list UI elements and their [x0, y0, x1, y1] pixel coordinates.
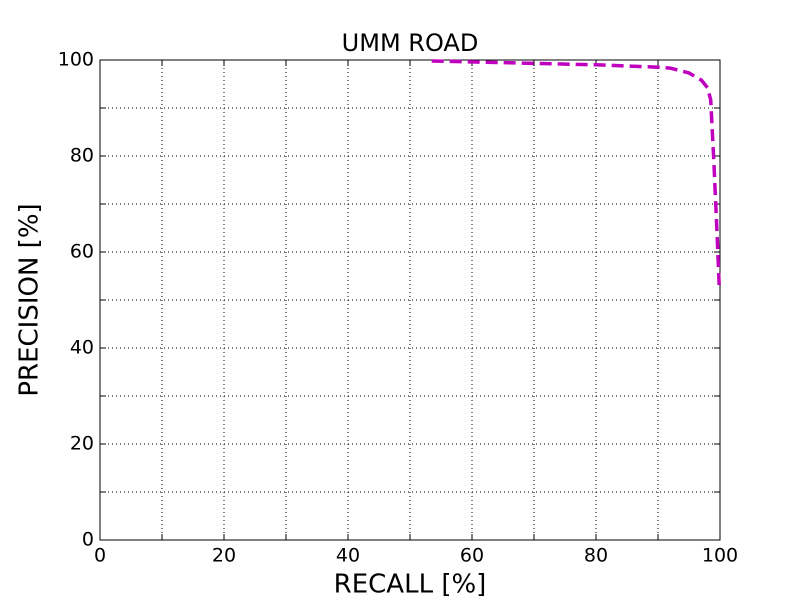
y-axis-label: PRECISION [%]: [15, 203, 45, 396]
y-tick-label: 60: [70, 241, 94, 263]
line-series: [431, 59, 722, 291]
y-tick-label: 20: [70, 433, 94, 455]
x-tick-label: 20: [212, 545, 236, 567]
y-tick-label: 80: [70, 145, 94, 167]
y-tick-label: 100: [58, 49, 94, 71]
x-tick-label: 80: [584, 545, 608, 567]
x-tick-label: 0: [94, 545, 106, 567]
x-tick-label: 40: [336, 545, 360, 567]
plot-frame: [99, 59, 721, 541]
x-tick-label: 60: [460, 545, 484, 567]
y-tick-label: 40: [70, 337, 94, 359]
y-tick-label: 0: [82, 529, 94, 551]
x-axis-label: RECALL [%]: [334, 570, 487, 600]
x-tick-label: 100: [702, 545, 738, 567]
chart-title: UMM ROAD: [342, 29, 479, 57]
